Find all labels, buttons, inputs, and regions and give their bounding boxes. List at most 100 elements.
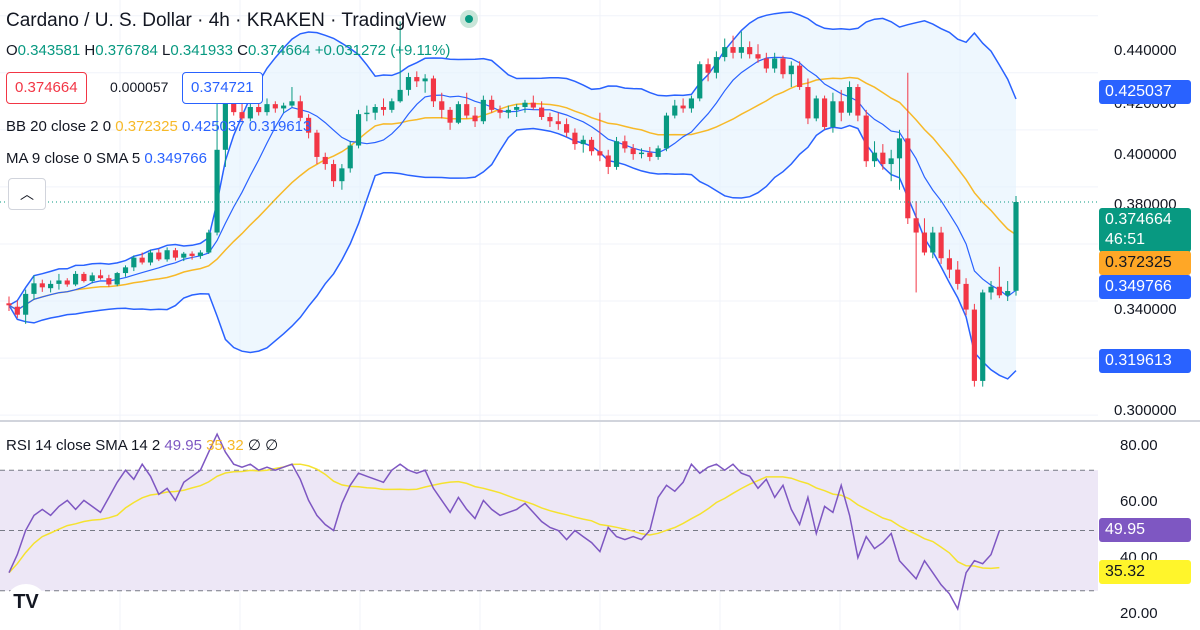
candle (364, 105, 370, 122)
candle (738, 31, 744, 59)
candle-body (705, 64, 711, 73)
candle-body (197, 252, 203, 256)
candle (330, 159, 337, 187)
candle (131, 255, 137, 272)
candle (597, 112, 603, 162)
candle (697, 61, 703, 102)
candle-body (56, 280, 62, 284)
candle (14, 300, 20, 319)
tradingview-logo[interactable]: TV (6, 584, 46, 620)
candle-body (555, 121, 561, 125)
candle (247, 102, 253, 122)
candle-body (647, 152, 653, 157)
sell-price-button[interactable]: 0.374664 (6, 72, 87, 104)
candle-body (1005, 291, 1011, 296)
candle (713, 51, 719, 79)
candle-body (306, 117, 312, 133)
ma-legend[interactable]: MA 9 close 0 SMA 5 0.349766 (6, 150, 207, 167)
bb-legend[interactable]: BB 20 close 2 0 0.372325 0.425037 0.3196… (6, 118, 312, 135)
candle-body (31, 283, 37, 294)
candle (838, 89, 844, 122)
symbol-title[interactable]: Cardano / U. S. Dollar · 4h · KRAKEN · T… (6, 10, 478, 32)
candle-body (489, 99, 495, 110)
candle-body (580, 139, 586, 145)
candle (405, 72, 412, 96)
candle (905, 72, 911, 224)
rsi-legend[interactable]: RSI 14 close SMA 14 2 49.95 35.32 ∅ ∅ (6, 437, 279, 454)
candle-body (871, 152, 878, 162)
candle-body (164, 250, 170, 260)
candle-body (14, 306, 20, 315)
candle-body (813, 98, 819, 119)
candle-body (414, 77, 420, 82)
candle (281, 102, 287, 113)
candle (89, 272, 95, 284)
candle (297, 95, 303, 122)
candle (347, 141, 353, 173)
candle (763, 52, 769, 73)
candle-body (905, 138, 911, 219)
price-tick: 0.440000 (1114, 42, 1177, 59)
candle-body (638, 152, 645, 155)
candle-body (747, 47, 753, 55)
candle-body (763, 58, 769, 69)
candle-body (772, 58, 778, 69)
candle-body (139, 257, 145, 263)
candle-body (963, 283, 969, 310)
rsi-sma-tag: 35.32 (1099, 560, 1191, 584)
candle-body (147, 252, 154, 263)
candle (663, 112, 670, 152)
candle (23, 289, 29, 324)
open-value: 0.343581 (17, 42, 81, 59)
candle-body (888, 158, 894, 165)
collapse-legend-button[interactable]: ︿ (8, 178, 46, 210)
candle-body (730, 47, 736, 53)
candle (497, 105, 503, 119)
candle (31, 275, 37, 300)
candle (980, 289, 986, 387)
candle-body (181, 253, 187, 258)
bb-upper-tag: 0.425037 (1099, 80, 1191, 104)
candle-body (289, 101, 295, 106)
candle (797, 61, 803, 90)
rsi-tick: 20.00 (1120, 605, 1158, 622)
candle (355, 109, 362, 149)
candle (988, 281, 994, 300)
candle-body (405, 77, 412, 90)
candle-body (880, 152, 886, 165)
candle (780, 55, 786, 79)
candle-body (447, 109, 453, 123)
rsi-tag: 49.95 (1099, 518, 1191, 542)
candle (955, 261, 961, 290)
candle-body (539, 107, 545, 117)
candle-body (297, 101, 303, 118)
candle-body (6, 303, 12, 306)
candle-body (780, 58, 786, 75)
rsi-tick: 80.00 (1120, 437, 1158, 454)
candle (514, 104, 520, 117)
candle (680, 98, 686, 113)
buy-price-button[interactable]: 0.374721 (182, 72, 263, 104)
candle-body (505, 109, 511, 113)
candle-body (971, 309, 977, 381)
price-tick: 0.400000 (1114, 146, 1177, 163)
candle-body (480, 99, 486, 122)
candle (630, 144, 636, 160)
rsi-sma-line (8, 463, 1000, 574)
candle (1013, 196, 1019, 296)
candle-body (189, 253, 195, 256)
candle-body (680, 105, 686, 109)
last-price-tag: 0.374664 46:51 (1099, 208, 1191, 252)
rsi-tick: 60.00 (1120, 493, 1158, 510)
candle (688, 95, 695, 113)
candle (489, 95, 495, 113)
candle (805, 78, 811, 125)
candle (896, 129, 903, 190)
candle-body (455, 104, 461, 123)
candle (971, 303, 977, 387)
candle (564, 118, 570, 137)
candle (147, 249, 154, 266)
price-tick: 0.300000 (1114, 402, 1177, 419)
price-tick: 0.340000 (1114, 301, 1177, 318)
